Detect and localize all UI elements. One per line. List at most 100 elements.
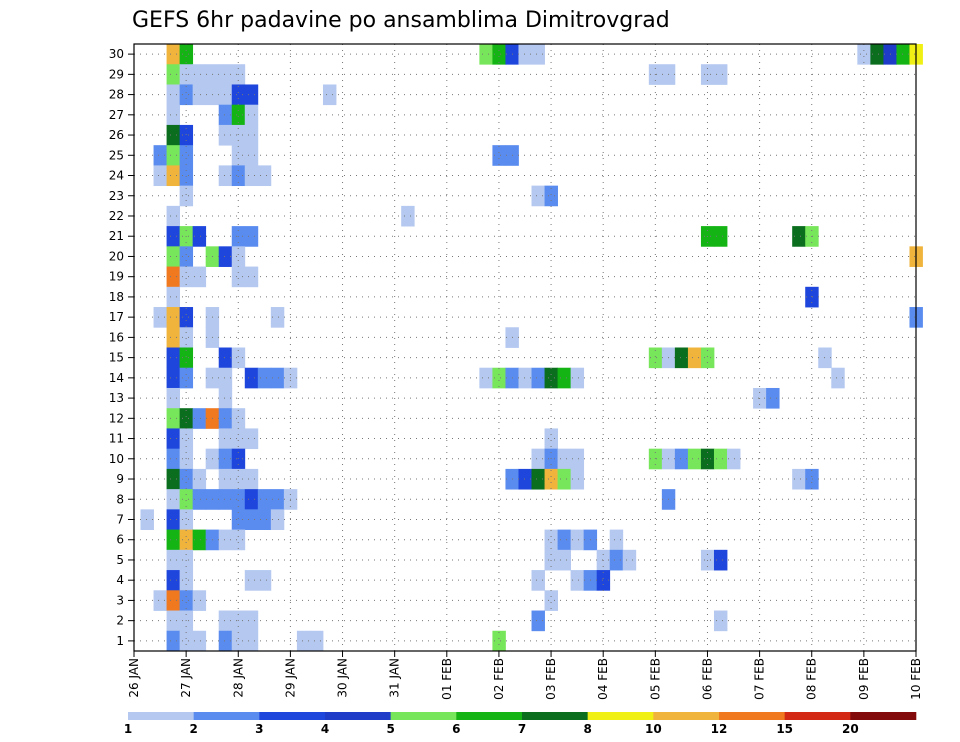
heatmap-cell <box>231 246 246 267</box>
heatmap-cell <box>492 367 506 389</box>
legend-level-label: 8 <box>583 722 591 736</box>
heatmap-cell <box>231 165 246 187</box>
heatmap-cell <box>179 347 194 369</box>
heatmap-cell <box>153 307 167 328</box>
heatmap-cell <box>570 448 585 470</box>
legend-level-label: 6 <box>452 722 460 736</box>
heatmap-cell <box>544 468 558 490</box>
heatmap-cell <box>296 630 311 652</box>
heatmap-cell <box>140 509 154 530</box>
x-tick-label: 30 JAN <box>336 658 350 698</box>
legend-color-swatch <box>522 712 588 720</box>
heatmap-cell <box>622 549 637 571</box>
heatmap-cell <box>166 630 181 652</box>
heatmap-cell <box>792 468 806 490</box>
legend-color-swatch <box>719 712 785 720</box>
heatmap-cell <box>179 327 194 348</box>
heatmap-cell <box>518 468 532 490</box>
legend-level-label: 12 <box>711 722 728 736</box>
legend-color-swatch <box>587 712 654 720</box>
heatmap-cell <box>713 549 728 571</box>
y-tick-label: 18 <box>109 290 124 304</box>
x-tick-label: 03 FEB <box>544 658 558 700</box>
heatmap-cell <box>231 509 246 530</box>
heatmap-cell <box>531 610 545 632</box>
x-axis: 26 JAN 27 JAN 28 JAN 29 JAN 30 JAN 31 JAN 01 F… <box>127 651 923 700</box>
heatmap-cell <box>257 165 272 187</box>
heatmap-cell <box>179 266 194 288</box>
heatmap-cell <box>218 428 233 450</box>
heatmap-cell <box>687 448 702 470</box>
heatmap-cell <box>166 266 181 288</box>
heatmap-cell <box>179 307 194 328</box>
heatmap-cell <box>179 590 194 611</box>
y-tick-label: 16 <box>109 330 124 344</box>
heatmap-cell <box>231 408 246 429</box>
heatmap-cell <box>322 84 337 106</box>
color-legend: 1 2 3 4 5 6 7 8 10 12 15 20 <box>124 712 917 736</box>
y-tick-label: 3 <box>116 593 124 607</box>
y-tick-label: 25 <box>109 148 124 162</box>
heatmap-cell <box>713 448 728 470</box>
heatmap-cell <box>179 367 194 389</box>
y-tick-label: 1 <box>116 634 124 648</box>
heatmap-cell <box>166 165 181 187</box>
heatmap-cell <box>179 509 194 530</box>
heatmap-cell <box>557 367 572 389</box>
heatmap-cell <box>557 448 572 470</box>
heatmap-cell <box>218 468 233 490</box>
x-tick-label: 26 JAN <box>127 658 141 698</box>
y-tick-label: 24 <box>109 169 124 183</box>
heatmap-cell <box>166 428 181 450</box>
heatmap-cell <box>713 226 728 247</box>
heatmap-cell <box>231 428 246 450</box>
y-tick-label: 4 <box>116 573 124 587</box>
heatmap-cell <box>544 590 558 611</box>
y-tick-label: 15 <box>109 351 124 365</box>
heatmap-cell <box>166 468 181 490</box>
y-tick-label: 19 <box>109 270 124 284</box>
y-tick-label: 27 <box>109 108 124 122</box>
heatmap-cell <box>700 347 715 369</box>
heatmap-cell <box>166 286 181 308</box>
heatmap-cell <box>166 64 181 85</box>
heatmap-cell <box>179 489 194 510</box>
y-tick-label: 29 <box>109 67 124 81</box>
heatmap-cell <box>218 610 233 632</box>
heatmap-cell <box>727 448 741 470</box>
heatmap-cell <box>166 529 181 551</box>
heatmap-cell <box>570 367 585 389</box>
heatmap-cell <box>192 529 207 551</box>
heatmap-cell <box>492 145 506 166</box>
heatmap-cell <box>244 226 259 247</box>
y-tick-label: 13 <box>109 391 124 405</box>
legend-color-swatch <box>325 712 391 720</box>
legend-level-label: 3 <box>255 722 263 736</box>
heatmap-cell <box>218 408 233 429</box>
heatmap-cell <box>257 509 272 530</box>
heatmap-cell <box>544 428 558 450</box>
y-tick-label: 14 <box>109 371 124 385</box>
heatmap-cell <box>531 44 545 65</box>
heatmap-cell <box>609 549 624 571</box>
heatmap-cell <box>831 367 845 389</box>
heatmap-cell <box>166 489 181 510</box>
x-tick-label: 04 FEB <box>596 658 610 700</box>
heatmap-cell <box>166 448 181 470</box>
heatmap-cell <box>192 408 207 429</box>
y-tick-label: 10 <box>109 452 124 466</box>
x-tick-label: 01 FEB <box>440 658 454 700</box>
heatmap-cell <box>166 570 181 591</box>
heatmap-cell <box>218 246 233 267</box>
heatmap-cell <box>531 468 545 490</box>
heatmap-cell <box>218 387 233 409</box>
heatmap-cell <box>166 509 181 530</box>
legend-color-swatch <box>193 712 260 720</box>
y-tick-label: 28 <box>109 88 124 102</box>
heatmap-cell <box>166 327 181 348</box>
x-tick-label: 05 FEB <box>648 658 662 700</box>
heatmap-cell <box>870 44 884 65</box>
heatmap-cell <box>570 529 585 551</box>
heatmap-cell <box>166 124 181 146</box>
